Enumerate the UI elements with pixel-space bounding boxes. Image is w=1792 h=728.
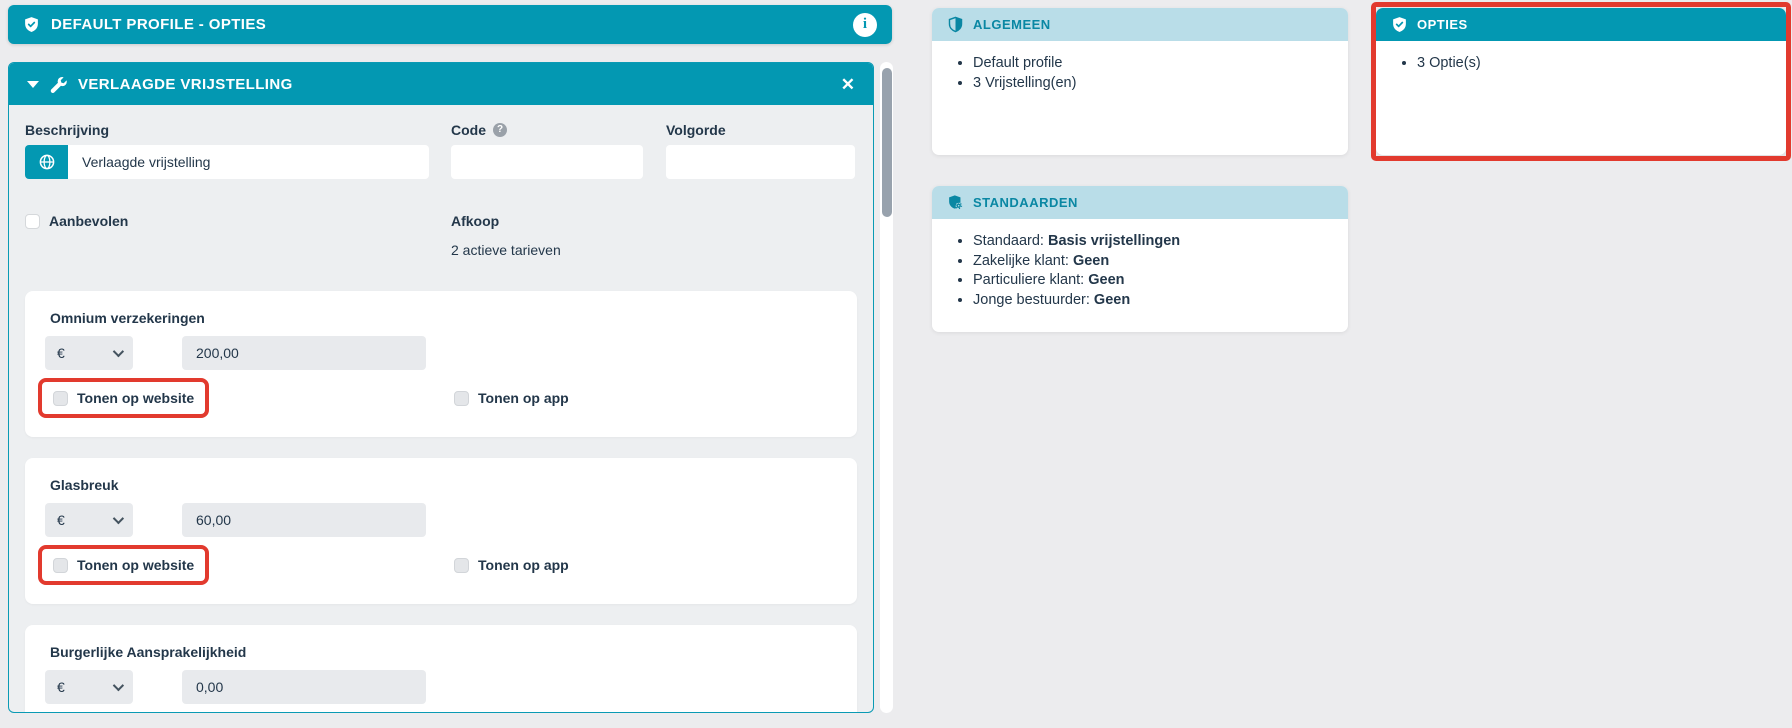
tonen-op-website-label: Tonen op website: [77, 390, 195, 406]
beschrijving-label: Beschrijving: [25, 121, 110, 138]
page-header: DEFAULT PROFILE - OPTIES i: [8, 5, 892, 44]
tonen-op-website-checkbox[interactable]: [53, 390, 68, 406]
code-label: Code ?: [451, 121, 643, 138]
tonen-op-app-label: Tonen op app: [478, 390, 569, 406]
list-item: Jonge bestuurder: Geen: [973, 291, 1332, 311]
amount-input[interactable]: [182, 670, 426, 704]
page-title: DEFAULT PROFILE - OPTIES: [51, 16, 267, 33]
opties-list: 3 Optie(s): [1396, 54, 1770, 74]
standaarden-list: Standaard: Basis vrijstellingen Zakelijk…: [952, 232, 1332, 310]
summary-card-algemeen: ALGEMEEN Default profile 3 Vrijstelling(…: [932, 8, 1348, 155]
aanbevolen-checkbox[interactable]: [25, 213, 40, 229]
vrijstelling-panel: VERLAAGDE VRIJSTELLING ✕ Beschrijving: [8, 62, 874, 713]
card-title: STANDAARDEN: [973, 195, 1078, 210]
chevron-down-icon: [112, 345, 125, 358]
shield-check-icon: [25, 17, 38, 32]
tonen-op-app-checkbox[interactable]: [454, 390, 469, 406]
form-row-1: Beschrijving Code ?: [25, 121, 857, 179]
afkoop-status: 2 actieve tarieven: [451, 242, 561, 258]
aanbevolen-label: Aanbevolen: [49, 213, 129, 229]
tonen-op-website-checkbox[interactable]: [53, 557, 68, 573]
scrollbar-thumb[interactable]: [881, 68, 892, 217]
section-header: VERLAAGDE VRIJSTELLING ✕: [9, 63, 873, 105]
list-item: Particuliere klant: Geen: [973, 271, 1332, 291]
chevron-down-icon: [112, 679, 125, 692]
scrollbar-track[interactable]: [880, 62, 893, 713]
option-card-omnium: Omnium verzekeringen € Tonen op website …: [25, 291, 857, 437]
currency-select[interactable]: €: [45, 670, 133, 704]
chevron-down-icon: [112, 512, 125, 525]
section-title: VERLAAGDE VRIJSTELLING: [78, 75, 293, 93]
close-icon[interactable]: ✕: [840, 74, 855, 94]
list-item: Zakelijke klant: Geen: [973, 252, 1332, 272]
option-name: Burgerlijke Aansprakelijkheid: [50, 644, 247, 660]
option-name: Glasbreuk: [50, 477, 119, 493]
wrench-icon: [50, 76, 67, 93]
help-icon[interactable]: ?: [493, 122, 507, 137]
option-card-glasbreuk: Glasbreuk € Tonen op website Tonen op ap…: [25, 458, 857, 604]
info-icon[interactable]: i: [853, 12, 877, 37]
section-body: Beschrijving Code ?: [9, 121, 873, 712]
tonen-op-app-checkbox[interactable]: [454, 557, 469, 573]
collapse-chevron-icon[interactable]: [27, 80, 39, 88]
currency-select[interactable]: €: [45, 336, 133, 370]
currency-select[interactable]: €: [45, 503, 133, 537]
card-title: ALGEMEEN: [973, 17, 1051, 32]
volgorde-input[interactable]: [666, 145, 855, 179]
highlight-annotation: Tonen op website: [38, 545, 210, 585]
volgorde-label: Volgorde: [666, 121, 726, 138]
list-item: 3 Vrijstelling(en): [973, 74, 1332, 94]
summary-card-opties: OPTIES 3 Optie(s): [1376, 8, 1786, 155]
translate-button[interactable]: [25, 145, 68, 179]
amount-input[interactable]: [182, 336, 426, 370]
amount-input[interactable]: [182, 503, 426, 537]
beschrijving-input[interactable]: [68, 145, 429, 179]
option-name: Omnium verzekeringen: [50, 310, 205, 326]
globe-icon: [39, 154, 54, 170]
shield-check-icon: [1393, 17, 1406, 32]
tonen-op-app-label: Tonen op app: [478, 557, 569, 573]
algemeen-list: Default profile 3 Vrijstelling(en): [952, 54, 1332, 93]
list-item: 3 Optie(s): [1417, 54, 1770, 74]
summary-card-standaarden: STANDAARDEN Standaard: Basis vrijstellin…: [932, 186, 1348, 332]
afkoop-label: Afkoop: [451, 213, 500, 229]
option-card-burgerlijke-aansprakelijkheid: Burgerlijke Aansprakelijkheid €: [25, 625, 857, 712]
code-input[interactable]: [451, 145, 643, 179]
list-item: Standaard: Basis vrijstellingen: [973, 232, 1332, 252]
shield-gear-icon: [949, 195, 963, 210]
card-title: OPTIES: [1417, 17, 1468, 32]
shield-icon: [948, 16, 963, 33]
list-item: Default profile: [973, 54, 1332, 74]
tonen-op-website-label: Tonen op website: [77, 557, 195, 573]
highlight-annotation: Tonen op website: [38, 378, 210, 418]
form-row-2: Aanbevolen Afkoop 2 actieve tarieven: [25, 213, 857, 258]
